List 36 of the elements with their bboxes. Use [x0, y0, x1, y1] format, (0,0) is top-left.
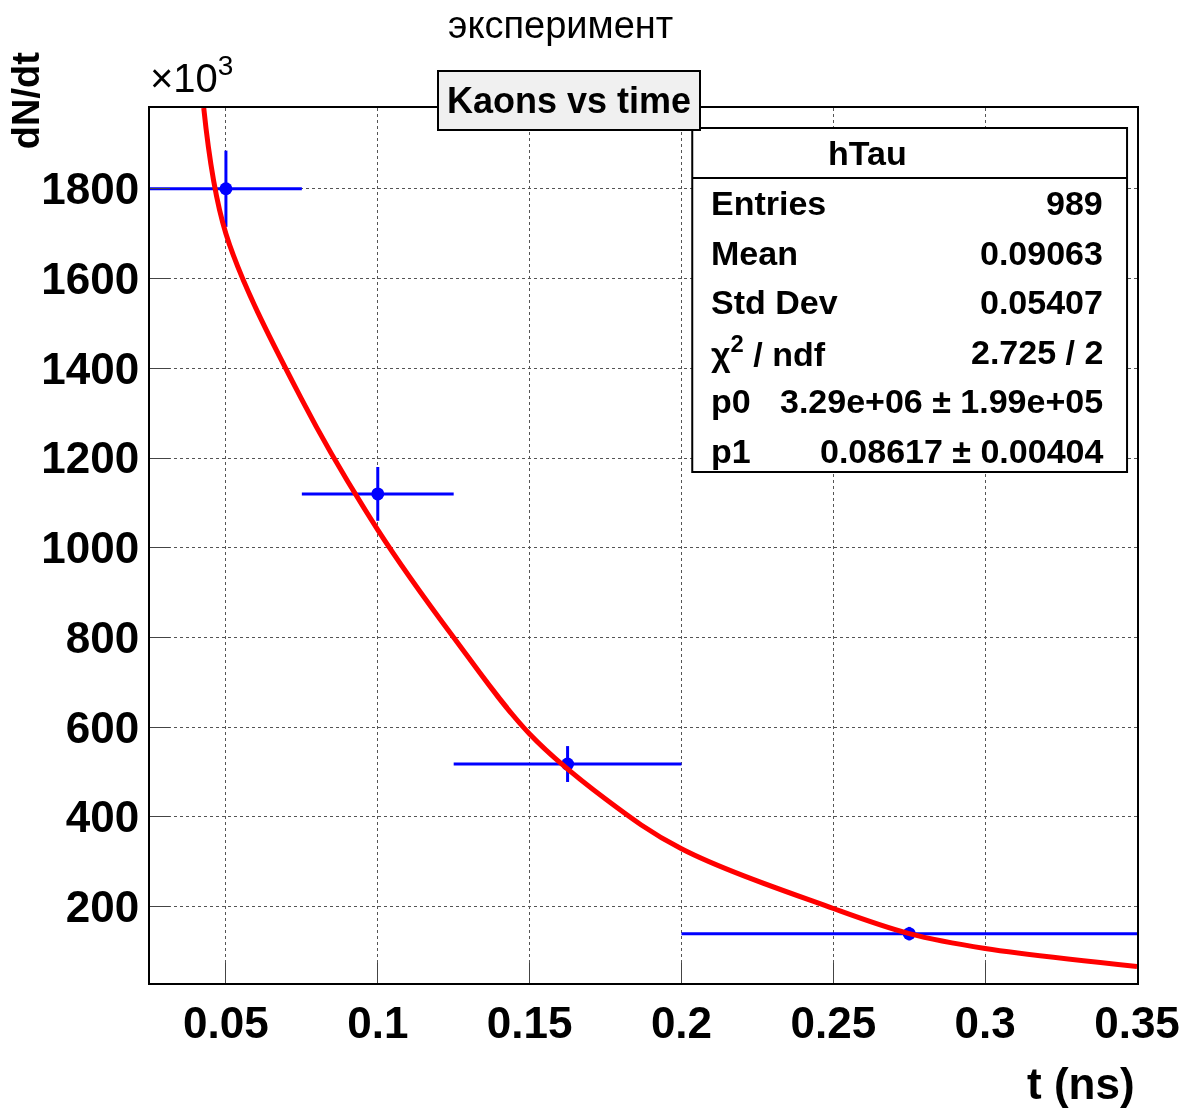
annotation: Entries	[711, 184, 827, 222]
y-axis-title: dN/dt	[5, 51, 48, 150]
x-axis-title: t (ns)	[1027, 1059, 1135, 1108]
annotation: hTau	[828, 134, 907, 172]
annotation: Mean	[711, 234, 798, 272]
y-tick-label: 1200	[41, 433, 140, 483]
x-tick-label: 0.05	[183, 997, 269, 1047]
annotation: 0.08617 ± 0.00404	[820, 432, 1104, 470]
y-tick-label: 800	[65, 612, 140, 662]
annotation: 0.09063	[980, 234, 1103, 272]
x-tick-label: 0.35	[1094, 997, 1180, 1047]
y-tick-label: 200	[65, 882, 140, 932]
annotation: 2.725 / 2	[971, 333, 1104, 371]
text: эксперимент	[448, 4, 674, 46]
annotation: p1	[711, 432, 751, 470]
y-tick-label: 1800	[41, 164, 140, 214]
x-tick-label: 0.1	[347, 997, 409, 1047]
annotation: 0.05407	[980, 283, 1103, 321]
annotation: Std Dev	[711, 283, 838, 321]
y-tick-label: 1000	[41, 523, 140, 573]
x-tick-label: 0.15	[486, 997, 573, 1047]
y-tick-label: 400	[65, 792, 140, 842]
x-tick-label: 0.2	[650, 997, 713, 1047]
x-tick-label: 0.25	[790, 997, 877, 1047]
annotation: p0	[711, 382, 751, 420]
y-tick-label: 1600	[41, 253, 140, 303]
y-tick-label: 600	[65, 702, 140, 752]
point	[219, 182, 233, 196]
annotation: χ$^{2}$ / ndf	[711, 330, 826, 374]
annotation: 3.29e+06 ± 1.99e+05	[780, 382, 1104, 420]
annotation: 989	[1046, 184, 1103, 222]
point	[371, 487, 385, 501]
chart-title: Kaons vs time	[447, 80, 692, 121]
x-tick-label: 0.3	[954, 997, 1016, 1047]
y-tick-label: 1400	[41, 343, 140, 393]
text: ×10$^{3}$	[150, 50, 234, 100]
